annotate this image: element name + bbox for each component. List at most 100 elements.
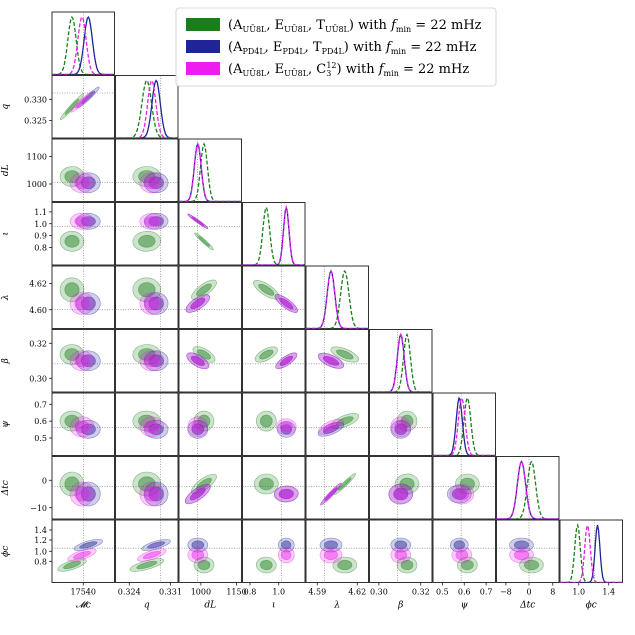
contour-0-1 xyxy=(196,283,212,297)
contour-0-0 xyxy=(333,473,356,495)
contour-2-1 xyxy=(455,549,469,561)
panel-frame xyxy=(115,456,179,520)
contour-2-1 xyxy=(394,420,408,434)
y-axis-label: β xyxy=(1,358,11,364)
contour-0-1 xyxy=(399,477,415,491)
panel-iota-Mc: 1.1 1.0 0.9 0.8 ι xyxy=(1,202,115,266)
panel-dL-q xyxy=(115,138,179,202)
legend-swatch-2 xyxy=(186,62,220,75)
contour-2-1 xyxy=(74,420,90,434)
contour-2-0 xyxy=(139,212,165,230)
x-tick-label: 1.0 xyxy=(572,588,585,597)
y-tick-label: 1.0 xyxy=(34,547,47,556)
contour-1-0 xyxy=(76,172,101,194)
contour-1-1 xyxy=(80,296,96,311)
contour-1-0 xyxy=(76,292,101,315)
x-tick-label: 8 xyxy=(550,588,555,597)
contour-0-1 xyxy=(259,414,273,428)
contour-2-0 xyxy=(187,416,209,438)
contour-2-1 xyxy=(279,297,294,310)
panel-frame xyxy=(369,392,433,456)
panel-frame xyxy=(496,456,560,520)
panel-frame xyxy=(432,456,496,520)
x-axis-label: q xyxy=(144,601,150,611)
panel-lambda-Mc: 4.62 4.60 λ xyxy=(1,265,115,329)
contour-2-0 xyxy=(70,91,94,113)
panel-beta-lambda xyxy=(305,329,369,393)
x-tick-label: 0.30 xyxy=(370,588,388,597)
x-tick-label: 0.6 xyxy=(458,588,471,597)
x-tick-label: 1000 xyxy=(191,588,211,597)
contour-2-1 xyxy=(278,488,294,500)
contour-0-1 xyxy=(63,560,81,570)
marginal-curve-0 xyxy=(369,332,432,392)
contour-0-0 xyxy=(59,230,85,252)
y-tick-label: 0.325 xyxy=(24,117,47,126)
contour-2-0 xyxy=(69,481,95,507)
marginal-curve-1 xyxy=(560,524,623,583)
contour-2-0 xyxy=(69,292,95,315)
panel-beta-Mc: 0.32 0.30 β xyxy=(1,329,115,393)
y-axis-label: ι xyxy=(1,232,11,236)
contour-2-1 xyxy=(73,550,91,560)
contour-0-0 xyxy=(519,556,544,574)
contour-2-1 xyxy=(74,296,90,311)
panel-lambda-q xyxy=(115,265,179,329)
y-tick-label: 4.60 xyxy=(29,306,47,315)
contour-1-0 xyxy=(76,212,101,230)
contour-2-1 xyxy=(393,487,409,501)
y-tick-label: 1.0 xyxy=(34,220,47,229)
contour-0-1 xyxy=(336,416,354,427)
contour-2-1 xyxy=(394,549,408,561)
panel-frame xyxy=(242,392,306,456)
panel-dL-Mc: 1100 1000 dL xyxy=(1,138,115,202)
panel-phic-lambda: 4.59 4.62 λ xyxy=(305,519,369,611)
contour-2-0 xyxy=(274,294,298,313)
panel-frame xyxy=(432,392,496,456)
panel-beta-q xyxy=(115,329,179,393)
contour-0-1 xyxy=(64,476,80,492)
panel-frame xyxy=(115,202,179,266)
contour-2-0 xyxy=(137,548,167,562)
panel-frame xyxy=(559,519,623,583)
contour-1-0 xyxy=(450,537,469,553)
panel-dtc-beta xyxy=(369,456,433,520)
y-tick-label: 0.30 xyxy=(29,374,47,383)
panel-lambda-dL xyxy=(178,265,242,329)
contour-2-1 xyxy=(191,216,205,227)
x-tick-label: 1150 xyxy=(226,588,246,597)
y-tick-label: 1.1 xyxy=(34,208,47,217)
contour-2-1 xyxy=(513,549,529,561)
x-tick-label: 0.32 xyxy=(412,588,430,597)
contour-0-1 xyxy=(523,559,539,571)
y-tick-label: 0.330 xyxy=(24,95,47,104)
panel-phic-dL: 1000 1150 dL xyxy=(178,519,247,611)
contour-0-0 xyxy=(256,556,277,574)
legend: (AUŪ8L, EUŪ8L, TUŪ8L) with fmin = 22 mHz… xyxy=(175,7,497,87)
panel-frame xyxy=(305,519,369,583)
legend-entry-2: (AUŪ8L, EUŪ8L, C312) with fmin = 22 mHz xyxy=(228,61,469,78)
y-tick-label: 0.7 xyxy=(34,400,47,409)
panel-dtc-lambda xyxy=(305,456,369,520)
panel-frame xyxy=(178,202,242,266)
panel-dL-dL xyxy=(178,138,242,202)
contour-1-0 xyxy=(446,484,472,504)
contour-0-0 xyxy=(132,230,162,252)
contour-2-0 xyxy=(186,352,210,370)
panel-psi-dL xyxy=(178,392,242,456)
contour-2-1 xyxy=(74,486,90,502)
legend-swatch-1 xyxy=(186,40,220,53)
contour-2-1 xyxy=(142,550,161,560)
contour-2-0 xyxy=(274,485,299,503)
contour-1-0 xyxy=(509,537,534,553)
contour-2-0 xyxy=(390,416,412,438)
y-tick-label: 1.2 xyxy=(34,536,47,545)
x-tick-label: −8 xyxy=(500,588,512,597)
contour-0-1 xyxy=(337,477,352,491)
panel-q-Mc: 0.330 0.325 q xyxy=(1,75,115,139)
panel-beta-dL xyxy=(178,329,242,393)
contour-0-1 xyxy=(64,234,80,248)
panel-psi-psi xyxy=(432,392,496,456)
marginal-curve-2 xyxy=(179,142,242,202)
